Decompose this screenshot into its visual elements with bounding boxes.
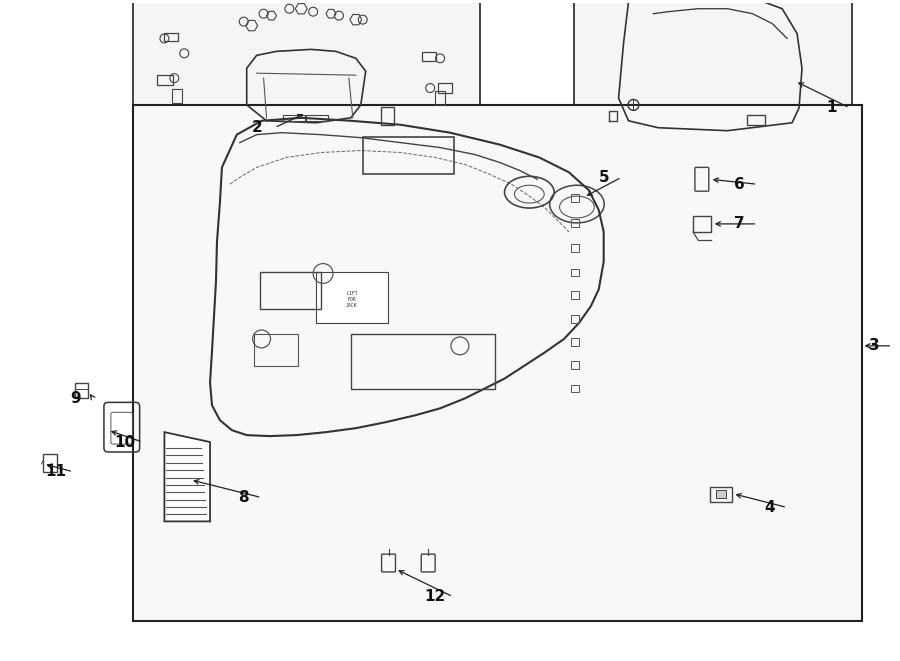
Bar: [158, 75, 174, 85]
Bar: [571, 244, 579, 252]
Text: LIFT
FOR
JACK: LIFT FOR JACK: [346, 291, 357, 307]
Bar: [571, 194, 579, 202]
Text: 8: 8: [238, 490, 249, 505]
Bar: [571, 219, 579, 227]
Text: 4: 4: [764, 500, 775, 515]
Text: 1: 1: [826, 100, 837, 116]
Bar: [571, 268, 579, 276]
Bar: [76, 383, 88, 399]
Bar: [132, 105, 861, 621]
Text: 11: 11: [45, 464, 66, 479]
Bar: [574, 0, 851, 177]
Bar: [710, 486, 732, 502]
Bar: [571, 338, 579, 346]
Bar: [259, 272, 321, 309]
Text: 3: 3: [869, 338, 879, 354]
Text: 7: 7: [734, 216, 745, 231]
Bar: [132, 0, 480, 207]
Text: 5: 5: [598, 170, 609, 185]
Bar: [422, 52, 436, 61]
Bar: [716, 490, 725, 498]
Bar: [254, 334, 298, 366]
Bar: [571, 385, 579, 393]
Bar: [306, 115, 328, 121]
Bar: [284, 115, 305, 121]
Bar: [351, 334, 495, 389]
Bar: [316, 272, 388, 323]
Bar: [571, 292, 579, 299]
Bar: [571, 315, 579, 323]
Bar: [438, 83, 452, 93]
Text: 10: 10: [114, 434, 135, 449]
Bar: [165, 32, 178, 42]
Bar: [693, 216, 711, 232]
Text: 6: 6: [734, 176, 745, 192]
Bar: [363, 137, 454, 175]
Text: 9: 9: [70, 391, 80, 406]
Bar: [43, 454, 58, 472]
Bar: [173, 89, 183, 103]
Polygon shape: [165, 432, 210, 522]
Text: 2: 2: [251, 120, 262, 136]
Bar: [435, 91, 445, 105]
Text: 12: 12: [425, 589, 446, 604]
Bar: [571, 361, 579, 369]
Bar: [381, 107, 394, 125]
Bar: [748, 115, 765, 125]
